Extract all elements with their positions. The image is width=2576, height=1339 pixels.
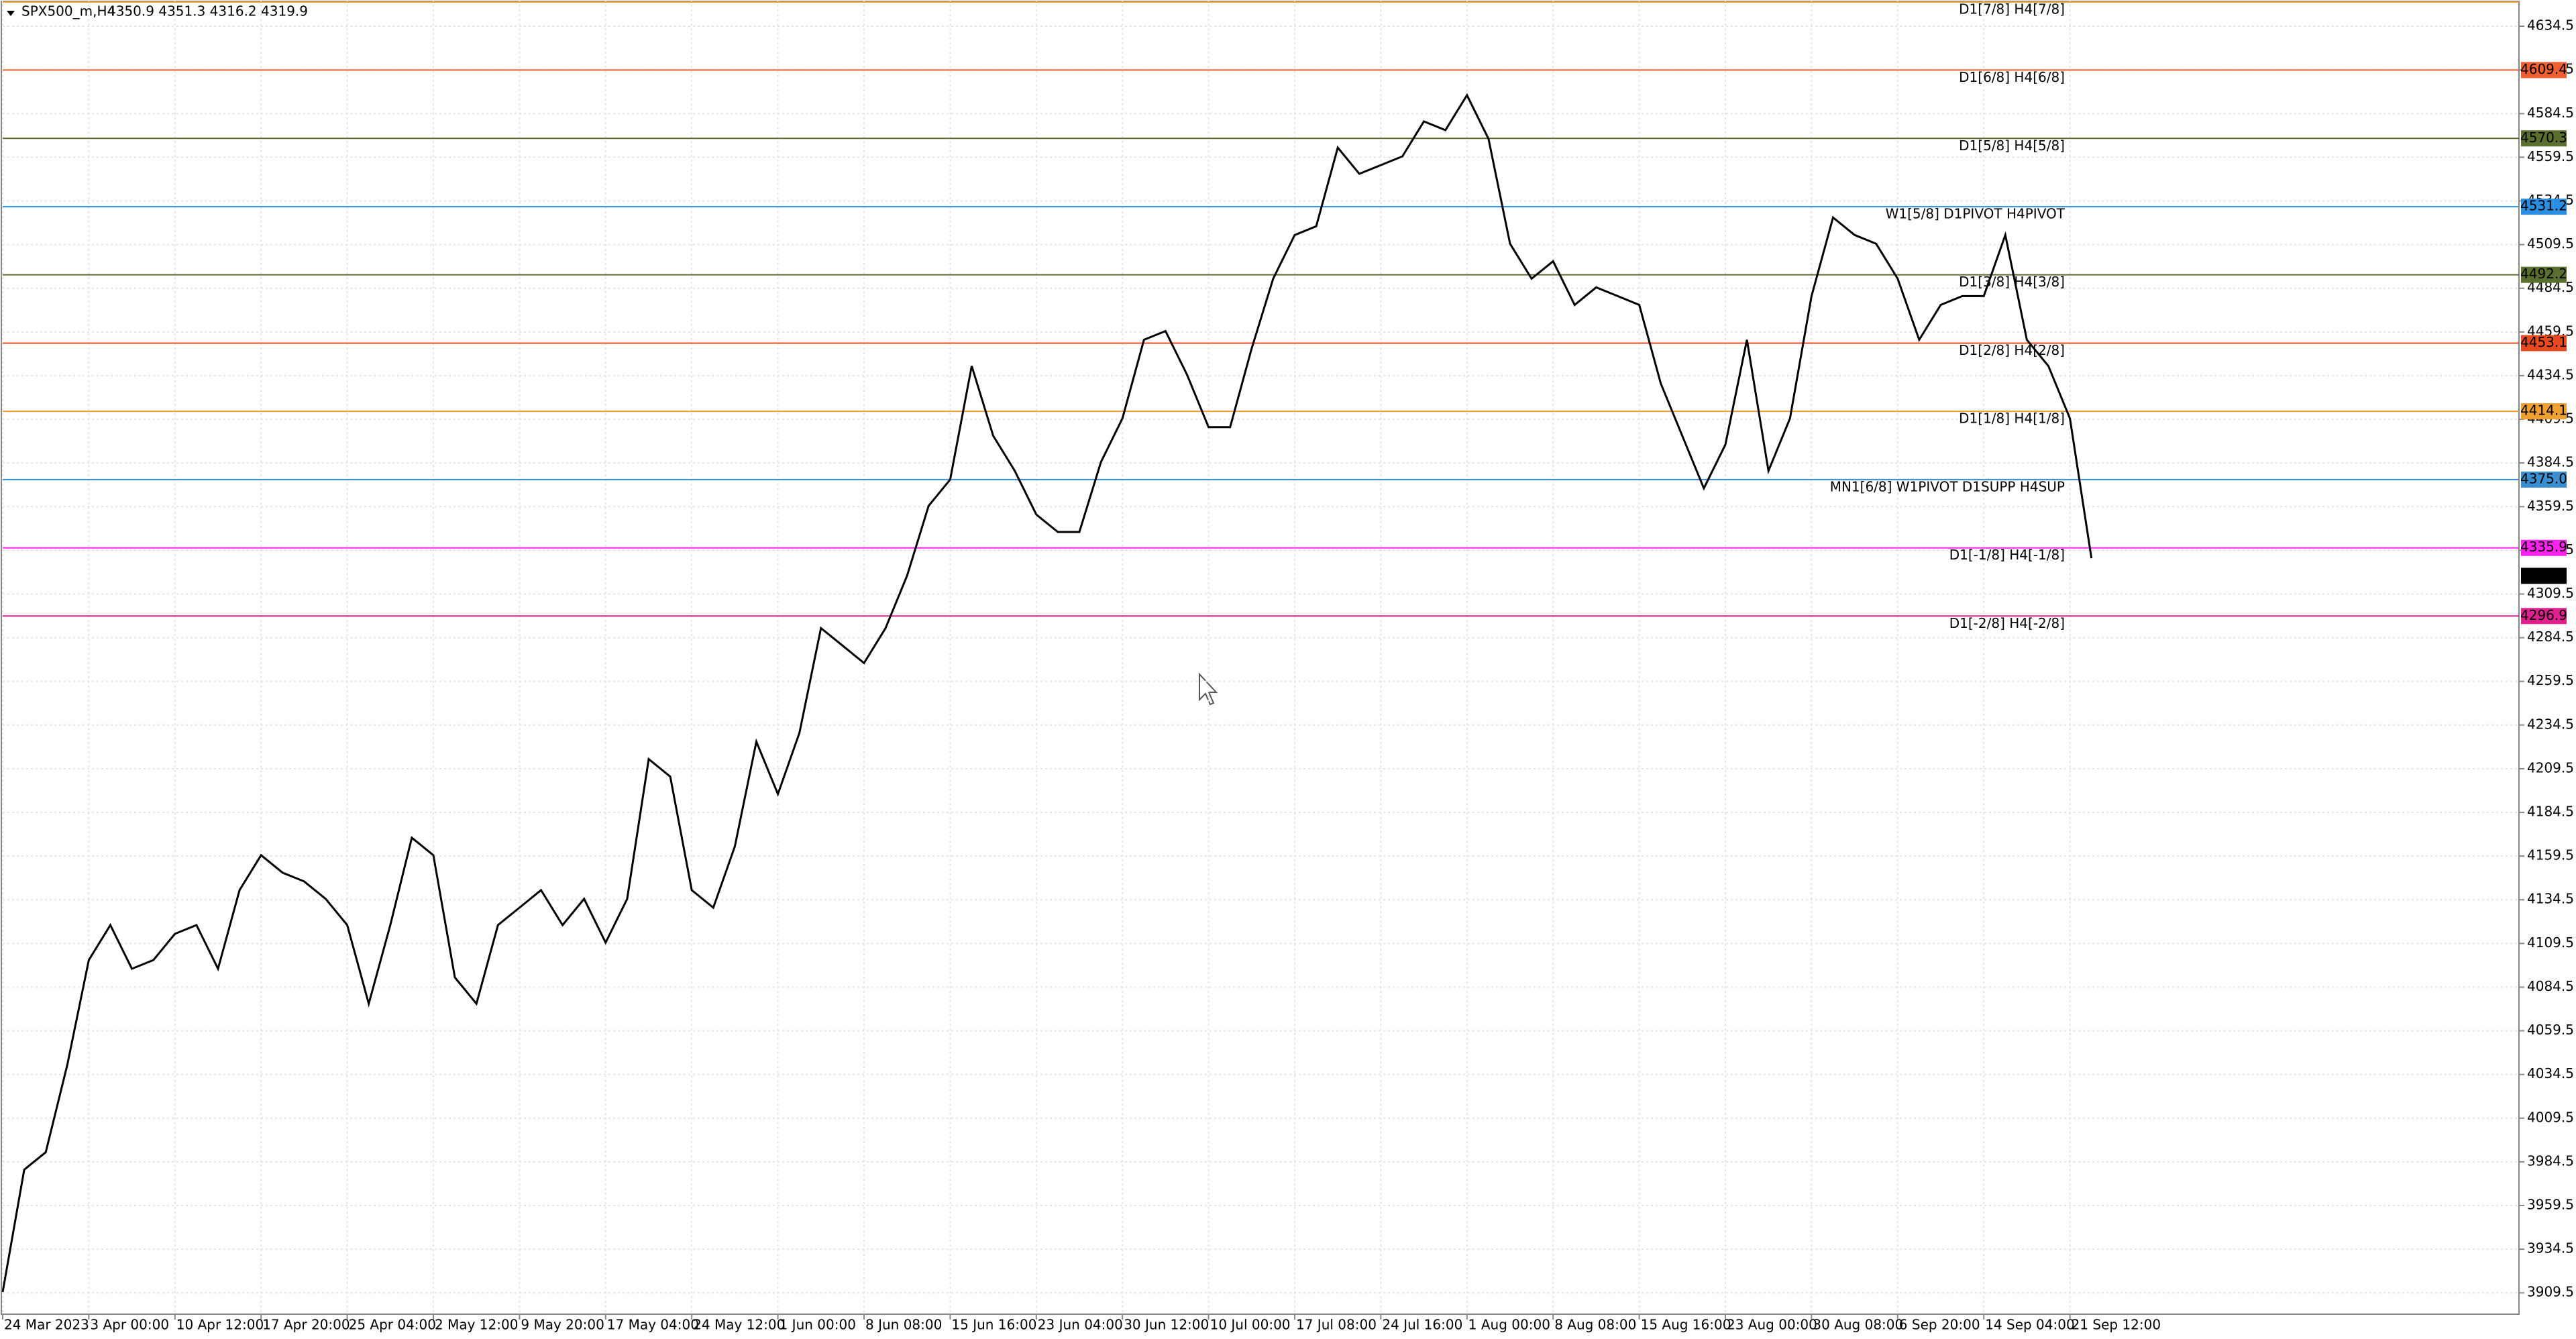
price-line — [1, 93, 2093, 1293]
quote: 4350.9 4351.3 4316.2 4319.9 — [107, 3, 308, 19]
price-tag — [2521, 266, 2567, 283]
x-tick-label: 10 Apr 12:00 — [176, 1317, 264, 1333]
level-label: D1[3/8] H4[3/8] — [1959, 274, 2065, 290]
price-tag-label: 4453.1 — [2520, 334, 2567, 350]
y-tick-label: 4159.5 — [2527, 847, 2574, 863]
x-tick-label: 9 May 20:00 — [521, 1317, 604, 1333]
level-label: MN1[6/8] W1PIVOT D1SUPP H4SUP — [1830, 478, 2065, 494]
price-tag-label: 4492.2 — [2520, 266, 2567, 282]
y-tick-label: 4259.5 — [2527, 672, 2574, 688]
y-tick-label: 4559.5 — [2527, 148, 2574, 164]
x-tick-label: 10 Jul 00:00 — [1210, 1317, 1291, 1333]
y-tick-label: 3934.5 — [2527, 1240, 2574, 1256]
level-label: D1[7/8] H4[7/8] — [1959, 1, 2065, 17]
x-tick-label: 23 Aug 00:00 — [1727, 1317, 1817, 1333]
y-tick-label: 4584.5 — [2527, 105, 2574, 121]
y-tick-label: 3984.5 — [2527, 1153, 2574, 1169]
price-tag-label: 4414.1 — [2520, 403, 2567, 419]
y-tick-label: 4384.5 — [2527, 454, 2574, 470]
current-price-tag — [2521, 568, 2567, 584]
y-tick-label: 4059.5 — [2527, 1022, 2574, 1038]
price-tag-label: 4375.0 — [2520, 470, 2567, 486]
y-tick-label: 4009.5 — [2527, 1109, 2574, 1125]
y-tick-label: 4359.5 — [2527, 498, 2574, 514]
y-tick-label: 3909.5 — [2527, 1284, 2574, 1300]
level-label: D1[5/8] H4[5/8] — [1959, 138, 2065, 154]
x-tick-label: 1 Aug 00:00 — [1468, 1317, 1550, 1333]
x-tick-label: 21 Sep 12:00 — [2072, 1317, 2161, 1333]
y-tick-label: 4309.5 — [2527, 585, 2574, 601]
y-tick-label: 4134.5 — [2527, 891, 2574, 907]
x-tick-label: 17 Jul 08:00 — [1296, 1317, 1377, 1333]
y-tick-label: 4034.5 — [2527, 1065, 2574, 1081]
x-tick-label: 8 Jun 08:00 — [865, 1317, 942, 1333]
current-price-label: 4319.9 — [2520, 567, 2567, 583]
x-tick-label: 14 Sep 04:00 — [1985, 1317, 2075, 1333]
level-label: W1[5/8] D1PIVOT H4PIVOT — [1886, 206, 2065, 222]
price-tag-label: 4335.9 — [2520, 539, 2567, 555]
y-tick-label: 4284.5 — [2527, 629, 2574, 645]
price-tag — [2521, 62, 2567, 78]
plot-frame — [1, 1, 2520, 1315]
x-tick-label: 24 Mar 2023 — [4, 1317, 89, 1333]
mouse-cursor — [1199, 672, 1218, 706]
x-tick-label: 8 Aug 08:00 — [1554, 1317, 1636, 1333]
x-tick-label: 24 May 12:00 — [693, 1317, 785, 1333]
price-tag — [2521, 471, 2567, 488]
price-tag-label: 4296.9 — [2520, 607, 2567, 623]
chart-title: SPX500_m,H4 — [21, 3, 115, 19]
x-tick-label: 1 Jun 00:00 — [780, 1317, 856, 1333]
x-tick-label: 17 May 04:00 — [607, 1317, 699, 1333]
level-label: D1[-2/8] H4[-2/8] — [1949, 615, 2065, 631]
y-tick-label: 4234.5 — [2527, 716, 2574, 732]
price-tag — [2521, 403, 2567, 420]
y-tick-label: 3959.5 — [2527, 1197, 2574, 1213]
x-tick-label: 23 Jun 04:00 — [1038, 1317, 1123, 1333]
x-tick-label: 24 Jul 16:00 — [1382, 1317, 1462, 1333]
price-tag — [2521, 199, 2567, 215]
level-label: D1[1/8] H4[1/8] — [1959, 411, 2065, 427]
price-tag-label: 4570.3 — [2520, 129, 2567, 146]
price-tag — [2521, 335, 2567, 352]
x-tick-label: 15 Jun 16:00 — [951, 1317, 1036, 1333]
y-tick-label: 4634.5 — [2527, 17, 2574, 34]
x-tick-label: 30 Jun 12:00 — [1124, 1317, 1209, 1333]
price-tag — [2521, 608, 2567, 625]
x-tick-label: 2 May 12:00 — [435, 1317, 518, 1333]
y-tick-label: 4509.5 — [2527, 235, 2574, 252]
x-tick-label: 17 Apr 20:00 — [262, 1317, 350, 1333]
y-tick-label: 4434.5 — [2527, 366, 2574, 382]
price-tag-label: 4609.4 — [2520, 61, 2567, 77]
x-tick-label: 15 Aug 16:00 — [1641, 1317, 1731, 1333]
y-tick-label: 4209.5 — [2527, 759, 2574, 775]
x-tick-label: 30 Aug 08:00 — [1813, 1317, 1903, 1333]
level-label: D1[2/8] H4[2/8] — [1959, 342, 2065, 358]
menu-arrow[interactable] — [7, 11, 15, 16]
price-tag — [2521, 130, 2567, 147]
y-tick-label: 4184.5 — [2527, 804, 2574, 820]
level-label: D1[6/8] H4[6/8] — [1959, 69, 2065, 85]
x-tick-label: 25 Apr 04:00 — [349, 1317, 436, 1333]
x-tick-label: 6 Sep 20:00 — [1899, 1317, 1980, 1333]
level-label: D1[-1/8] H4[-1/8] — [1949, 547, 2065, 563]
price-tag-label: 4531.2 — [2520, 198, 2567, 214]
price-tag — [2521, 539, 2567, 556]
y-tick-label: 4084.5 — [2527, 978, 2574, 994]
y-tick-label: 4109.5 — [2527, 934, 2574, 951]
x-tick-label: 3 Apr 00:00 — [90, 1317, 169, 1333]
